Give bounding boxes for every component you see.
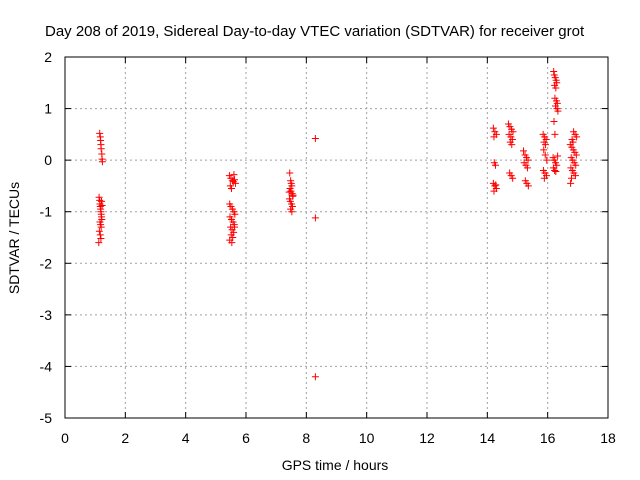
data-point xyxy=(96,231,104,239)
x-tick-label: 2 xyxy=(121,430,129,446)
data-point xyxy=(552,167,560,175)
data-point xyxy=(95,239,103,247)
data-point xyxy=(552,84,560,92)
plot-frame xyxy=(64,56,609,419)
data-point xyxy=(567,174,575,182)
data-point xyxy=(311,134,319,142)
data-point-layer xyxy=(95,67,581,381)
y-tick-label: 1 xyxy=(44,101,52,117)
x-tick-label: 4 xyxy=(182,430,190,446)
data-point xyxy=(228,239,236,247)
data-point xyxy=(492,181,500,189)
y-tick-label: -5 xyxy=(40,410,53,426)
data-point xyxy=(541,151,549,159)
data-point xyxy=(524,156,532,164)
data-point xyxy=(573,133,581,141)
x-tick-label: 14 xyxy=(480,430,496,446)
data-point xyxy=(554,152,562,160)
data-point xyxy=(567,179,575,187)
data-point xyxy=(98,197,106,205)
data-point xyxy=(550,117,558,125)
y-tick-label: -4 xyxy=(40,358,53,374)
data-point xyxy=(508,141,516,149)
data-point xyxy=(540,146,548,154)
data-point xyxy=(490,159,498,167)
y-tick-label: -1 xyxy=(40,204,53,220)
data-point xyxy=(285,188,293,196)
y-tick-label: -2 xyxy=(40,255,53,271)
data-point xyxy=(509,174,517,182)
data-point xyxy=(228,185,236,193)
data-point xyxy=(288,208,296,216)
data-point xyxy=(490,187,498,195)
data-point xyxy=(540,174,548,182)
y-tick-label: -3 xyxy=(40,307,53,323)
data-point xyxy=(550,67,558,75)
data-point xyxy=(97,145,105,153)
data-point xyxy=(98,202,106,210)
x-tick-label: 10 xyxy=(359,430,375,446)
data-point xyxy=(95,227,103,235)
data-point xyxy=(551,166,559,174)
x-axis-label: GPS time / hours xyxy=(282,457,389,473)
data-point xyxy=(572,161,580,169)
data-point xyxy=(524,182,532,190)
data-point xyxy=(96,129,104,137)
x-tick-label: 6 xyxy=(242,430,250,446)
data-point xyxy=(97,235,105,243)
grid-layer xyxy=(65,57,608,418)
data-point xyxy=(542,141,550,149)
data-point xyxy=(231,176,239,184)
data-point xyxy=(569,138,577,146)
x-tick-label: 12 xyxy=(419,430,435,446)
y-tick-label: 2 xyxy=(44,49,52,65)
data-point xyxy=(97,223,105,231)
data-point xyxy=(289,191,297,199)
data-point xyxy=(231,210,239,218)
data-point xyxy=(543,156,551,164)
data-point xyxy=(230,171,238,179)
data-point xyxy=(509,128,517,136)
data-point xyxy=(523,164,531,172)
data-point xyxy=(311,373,319,381)
data-point xyxy=(490,133,498,141)
x-tick-label: 18 xyxy=(600,430,616,446)
x-tick-label: 16 xyxy=(540,430,556,446)
data-point xyxy=(489,124,497,132)
data-point xyxy=(311,214,319,222)
x-tick-label: 8 xyxy=(302,430,310,446)
chart-title: Day 208 of 2019, Sidereal Day-to-day VTE… xyxy=(45,23,585,40)
data-point xyxy=(551,130,559,138)
data-point xyxy=(554,107,562,115)
data-point xyxy=(95,193,103,201)
y-tick-label: 0 xyxy=(44,152,52,168)
data-point xyxy=(572,151,580,159)
data-point xyxy=(231,223,239,231)
data-point xyxy=(98,158,106,166)
data-point xyxy=(571,172,579,180)
y-axis-label: SDTVAR / TECUs xyxy=(6,182,22,294)
x-tick-label: 0 xyxy=(61,430,69,446)
data-point xyxy=(520,147,528,155)
data-point xyxy=(286,169,294,177)
